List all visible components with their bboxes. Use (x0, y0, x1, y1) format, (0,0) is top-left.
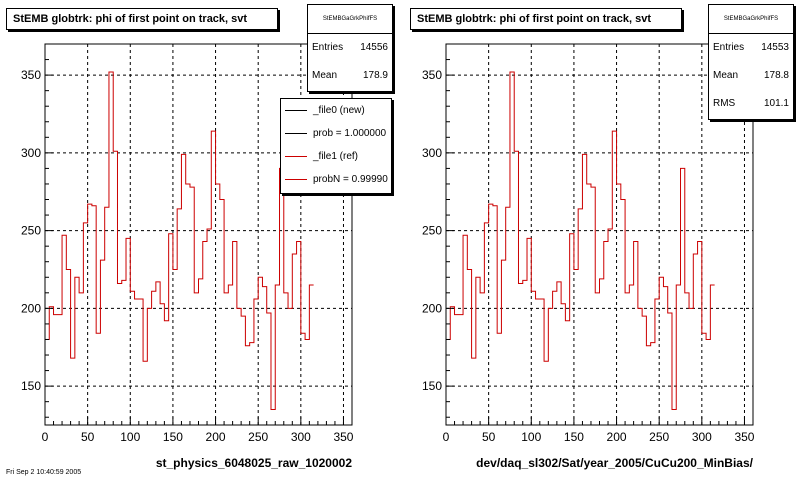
y-tick-label: 150 (21, 379, 41, 393)
stats-rms-label: RMS (713, 98, 736, 109)
x-tick-label: 200 (206, 430, 226, 444)
legend-swatch-prob (285, 133, 307, 134)
legend-label: _file0 (new) (313, 105, 365, 116)
x-tick-label: 300 (291, 430, 311, 444)
plot-title: StEMB globtrk: phi of first point on tra… (410, 8, 682, 30)
legend-swatch-new (285, 110, 307, 111)
histogram-series-line (446, 71, 715, 410)
histogram-panel-right: 0 50 100 150 200 250 300 350 150 200 250 300 350 dev/… (400, 0, 800, 480)
stats-mean-row: Mean 178.9 (308, 62, 392, 90)
stats-entries-value: 14553 (761, 42, 789, 53)
x-tick-label: 0 (42, 430, 49, 444)
y-tick-label: 300 (422, 146, 442, 160)
x-tick-label: 100 (120, 430, 140, 444)
x-axis-label: dev/daq_sl302/Sat/year_2005/CuCu200_MinB… (476, 456, 753, 470)
x-axis-label: st_physics_6048025_raw_1020002 (156, 456, 352, 470)
stats-entries-value: 14556 (360, 42, 388, 53)
x-tick-label: 50 (81, 430, 95, 444)
plot-title: StEMB globtrk: phi of first point on tra… (6, 8, 278, 30)
x-tick-label: 350 (333, 430, 353, 444)
x-tick-label: 150 (163, 430, 183, 444)
stats-entries-row: Entries 14556 (308, 34, 392, 62)
stats-entries-label: Entries (312, 42, 344, 53)
x-tick-label: 300 (692, 430, 712, 444)
x-tick-label: 100 (521, 430, 541, 444)
legend-swatch-probn (285, 179, 307, 180)
x-tick-label: 250 (248, 430, 268, 444)
stats-entries-label: Entries (713, 42, 745, 53)
legend-entry-new: _file0 (new) (281, 99, 391, 122)
histogram-plot-right: 0 50 100 150 200 250 300 350 150 200 250 300 350 dev/… (422, 43, 755, 470)
x-tick-label: 0 (443, 430, 450, 444)
legend-entry-probn: probN = 0.99990 (281, 168, 391, 191)
stats-rms-value: 101.1 (763, 98, 789, 109)
stats-mean-row: Mean 178.8 (709, 62, 793, 90)
x-tick-label: 250 (649, 430, 669, 444)
stats-box: StEMBGaGrkPhifFS Entries 14553 Mean 178.… (708, 4, 794, 120)
stats-rms-row: RMS 101.1 (709, 90, 793, 118)
plot-area (446, 44, 753, 425)
x-tick-label: 350 (734, 430, 754, 444)
stats-mean-label: Mean (312, 70, 338, 81)
stats-name: StEMBGaGrkPhifFS (709, 5, 793, 34)
legend-entry-prob: prob = 1.000000 (281, 122, 391, 145)
histogram-panel-left: 0 50 100 150 200 250 300 350 150 200 250 300 350 st_p… (0, 0, 395, 480)
x-tick-label: 200 (607, 430, 627, 444)
y-tick-label: 200 (21, 301, 41, 315)
legend-swatch-ref (285, 156, 307, 157)
stats-name: StEMBGaGrkPhifFS (308, 5, 392, 34)
legend-box: _file0 (new) prob = 1.000000 _file1 (ref… (280, 98, 392, 194)
legend-label: prob = 1.000000 (313, 128, 387, 139)
stats-mean-value: 178.8 (763, 70, 789, 81)
x-tick-label: 150 (564, 430, 584, 444)
legend-label: probN = 0.99990 (313, 174, 388, 185)
y-tick-label: 150 (422, 379, 442, 393)
y-tick-label: 300 (21, 146, 41, 160)
stats-mean-label: Mean (713, 70, 739, 81)
y-tick-label: 200 (422, 301, 442, 315)
stats-entries-row: Entries 14553 (709, 34, 793, 62)
y-tick-label: 350 (422, 68, 442, 82)
stats-mean-value: 178.9 (362, 70, 388, 81)
footer-timestamp: Fri Sep 2 10:40:59 2005 (6, 469, 82, 476)
y-tick-label: 250 (422, 224, 442, 238)
stats-box: StEMBGaGrkPhifFS Entries 14556 Mean 178.… (307, 4, 393, 92)
y-tick-label: 350 (21, 68, 41, 82)
y-tick-label: 250 (21, 224, 41, 238)
histogram-series-line (45, 71, 314, 410)
x-tick-label: 50 (482, 430, 496, 444)
legend-label: _file1 (ref) (313, 151, 359, 162)
legend-entry-ref: _file1 (ref) (281, 145, 391, 168)
